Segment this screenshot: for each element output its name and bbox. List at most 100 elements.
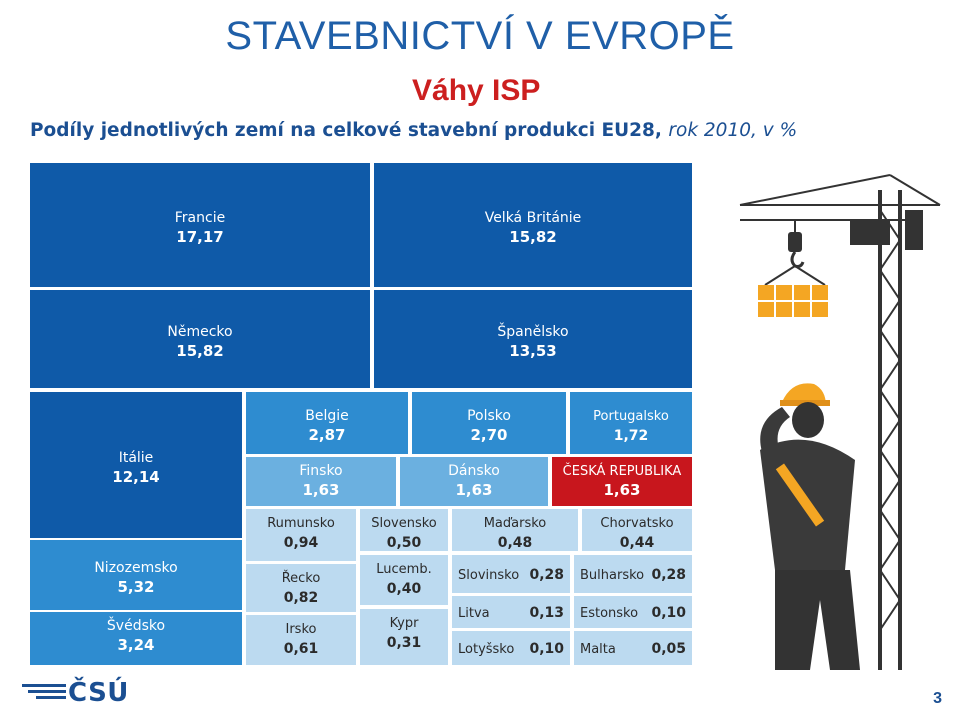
treemap-cell-value: 3,24 bbox=[117, 636, 154, 654]
treemap-cell-label: Nizozemsko bbox=[94, 560, 177, 576]
treemap-cell-rect bbox=[570, 392, 692, 454]
treemap-cell: Švédsko 3,24 bbox=[30, 612, 242, 665]
construction-illustration bbox=[739, 174, 941, 670]
treemap-cell-value: 1,63 bbox=[603, 481, 640, 499]
treemap-cell-value: 0,61 bbox=[284, 641, 319, 657]
logo-text: ČSÚ bbox=[68, 678, 129, 708]
treemap-cell: Irsko 0,61 bbox=[246, 615, 356, 665]
treemap-cell-rect bbox=[452, 555, 570, 593]
treemap-cell-value: 2,70 bbox=[470, 426, 507, 444]
treemap-cell-label: Irsko bbox=[286, 622, 317, 637]
treemap-cell-rect bbox=[30, 290, 370, 388]
treemap-cell: Malta 0,05 bbox=[574, 631, 692, 665]
treemap-cell-label: ČESKÁ REPUBLIKA bbox=[563, 463, 682, 479]
treemap-cell-rect bbox=[246, 457, 396, 506]
treemap-cell-rect bbox=[30, 163, 370, 287]
treemap-cell: Španělsko 13,53 bbox=[374, 290, 692, 388]
treemap-cell-value: 5,32 bbox=[117, 578, 154, 596]
treemap-cell-rect bbox=[360, 609, 448, 665]
treemap-cell-value: 15,82 bbox=[509, 228, 556, 246]
treemap-cell: Finsko 1,63 bbox=[246, 457, 396, 506]
treemap-cell-label: Španělsko bbox=[497, 322, 568, 340]
treemap-cell: Lotyšsko 0,10 bbox=[452, 631, 570, 665]
treemap-cell: Bulharsko 0,28 bbox=[574, 555, 692, 593]
treemap-cell-value: 0,05 bbox=[651, 641, 686, 657]
treemap-cell-value: 0,10 bbox=[651, 605, 686, 621]
treemap-cell-value: 0,28 bbox=[651, 567, 686, 583]
treemap-cell-value: 13,53 bbox=[509, 342, 556, 360]
treemap-cell-rect bbox=[246, 615, 356, 665]
treemap-cell-rect bbox=[30, 392, 242, 538]
treemap-cell-rect bbox=[552, 457, 692, 506]
treemap-cell-value: 1,72 bbox=[614, 428, 649, 444]
treemap-cell: Maďarsko 0,48 bbox=[452, 509, 578, 551]
treemap-cell-label: Velká Británie bbox=[485, 210, 582, 226]
treemap-cell: Kypr 0,31 bbox=[360, 609, 448, 665]
treemap-cell-rect bbox=[452, 509, 578, 551]
page-subtitle: Váhy ISP bbox=[412, 74, 541, 107]
treemap-cell: Dánsko 1,63 bbox=[400, 457, 548, 506]
treemap-cell-value: 0,48 bbox=[498, 535, 533, 551]
treemap-cell-rect bbox=[400, 457, 548, 506]
treemap-cell-label: Malta bbox=[580, 642, 616, 657]
chart-heading-italic: rok 2010, v % bbox=[668, 120, 798, 141]
treemap-cell: Portugalsko 1,72 bbox=[570, 392, 692, 454]
page-number: 3 bbox=[933, 690, 942, 707]
treemap-cell-rect bbox=[452, 596, 570, 628]
treemap-cell-rect bbox=[574, 555, 692, 593]
treemap-cell-label: Slovinsko bbox=[458, 568, 519, 583]
treemap-cell-label: Estonsko bbox=[580, 606, 638, 621]
treemap-cell-label: Francie bbox=[175, 210, 225, 226]
treemap-cell-value: 0,82 bbox=[284, 590, 319, 606]
treemap-cell-label: Švédsko bbox=[107, 616, 165, 634]
treemap-cell-rect bbox=[246, 509, 356, 561]
treemap-cell-value: 0,94 bbox=[284, 535, 319, 551]
treemap-cell-label: Kypr bbox=[390, 616, 420, 631]
treemap-cell: Slovensko 0,50 bbox=[360, 509, 448, 551]
treemap-cell-label: Lucemb. bbox=[376, 562, 431, 577]
chart-heading: Podíly jednotlivých zemí na celkové stav… bbox=[30, 120, 797, 141]
treemap-cell-value: 1,63 bbox=[302, 481, 339, 499]
treemap-cell: Litva 0,13 bbox=[452, 596, 570, 628]
treemap-cell-label: Finsko bbox=[299, 463, 342, 479]
treemap-cell-rect bbox=[30, 612, 242, 665]
treemap-cell-label: Itálie bbox=[119, 450, 154, 466]
treemap-cell-label: Lotyšsko bbox=[458, 642, 514, 657]
treemap-cell-rect bbox=[452, 631, 570, 665]
brick-load-icon bbox=[758, 285, 828, 317]
treemap-cell: Řecko 0,82 bbox=[246, 564, 356, 612]
treemap-cell-value: 2,87 bbox=[308, 426, 345, 444]
treemap-cell-label: Chorvatsko bbox=[600, 516, 673, 531]
treemap-cell: Lucemb. 0,40 bbox=[360, 555, 448, 605]
treemap-cell-label: Řecko bbox=[282, 570, 321, 586]
treemap-cell: Velká Británie 15,82 bbox=[374, 163, 692, 287]
treemap-cell-value: 0,28 bbox=[529, 567, 564, 583]
treemap-cell-rect bbox=[374, 163, 692, 287]
treemap-cell-label: Slovensko bbox=[371, 516, 437, 531]
crane-icon bbox=[739, 174, 941, 670]
csu-logo-icon bbox=[22, 684, 66, 699]
treemap-cell-label: Dánsko bbox=[448, 463, 500, 479]
treemap-cell-rect bbox=[246, 564, 356, 612]
treemap-cell: Rumunsko 0,94 bbox=[246, 509, 356, 561]
treemap-cell-label: Litva bbox=[458, 606, 490, 621]
page-title: STAVEBNICTVÍ V EVROPĚ bbox=[225, 14, 735, 58]
treemap-cell-rect bbox=[574, 631, 692, 665]
treemap-cell: Chorvatsko 0,44 bbox=[582, 509, 692, 551]
treemap-cell: Estonsko 0,10 bbox=[574, 596, 692, 628]
treemap-cell: Itálie 12,14 bbox=[30, 392, 242, 538]
treemap-cell: Nizozemsko 5,32 bbox=[30, 540, 242, 610]
treemap-cell-rect bbox=[374, 290, 692, 388]
treemap-cell-value: 0,50 bbox=[387, 535, 422, 551]
treemap-cell-value: 0,44 bbox=[620, 535, 655, 551]
treemap-cell-rect bbox=[574, 596, 692, 628]
treemap-cell-label: Portugalsko bbox=[593, 409, 669, 424]
treemap-cell-value: 12,14 bbox=[112, 468, 159, 486]
treemap-cell-rect bbox=[360, 509, 448, 551]
treemap-cell: Belgie 2,87 bbox=[246, 392, 408, 454]
treemap-cell-label: Maďarsko bbox=[484, 516, 547, 531]
treemap-cell-label: Belgie bbox=[305, 408, 349, 424]
treemap-cell: Polsko 2,70 bbox=[412, 392, 566, 454]
treemap-cell-rect bbox=[412, 392, 566, 454]
